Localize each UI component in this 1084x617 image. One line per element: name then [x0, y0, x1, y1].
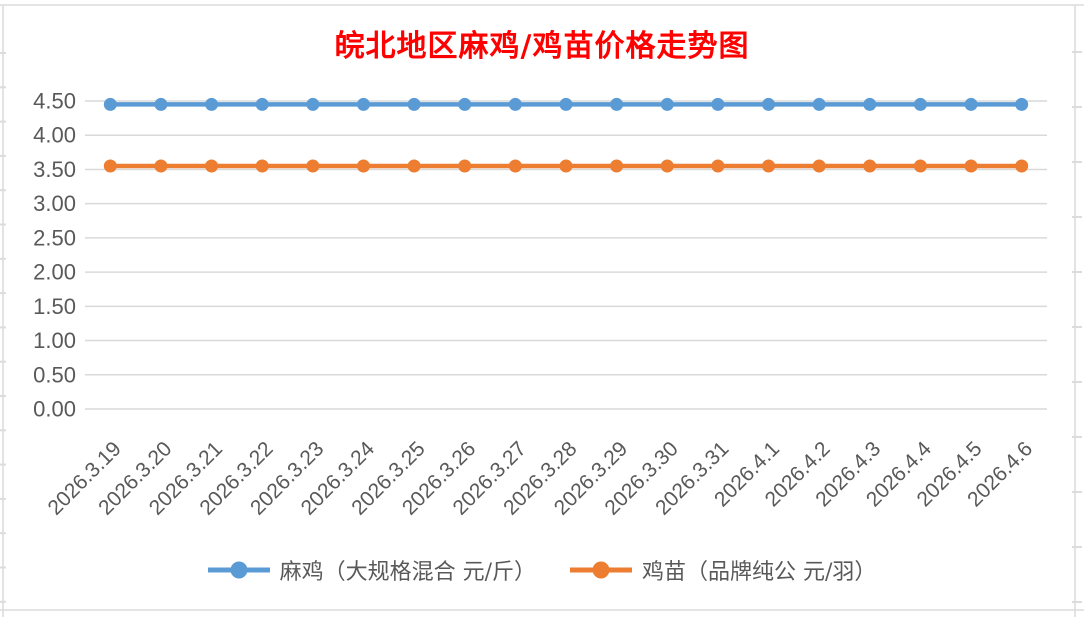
data-point-marker: [154, 97, 168, 111]
y-axis-tick-label: 1.00: [33, 328, 76, 353]
data-point-marker: [103, 97, 117, 111]
legend-item-0: 麻鸡（大规格混合 元/斤）: [207, 554, 536, 586]
y-axis-tick-label: 2.00: [33, 260, 76, 285]
y-axis-tick-label: 2.50: [33, 225, 76, 250]
data-point-marker: [863, 159, 877, 173]
data-point-marker: [205, 97, 219, 111]
data-point-marker: [407, 97, 421, 111]
data-point-marker: [255, 97, 269, 111]
legend-item-1: 鸡苗（品牌纯公 元/羽）: [570, 554, 876, 586]
legend-label: 鸡苗（品牌纯公 元/羽）: [642, 560, 877, 585]
worksheet-gridlines: [0, 4, 1084, 617]
data-point-marker: [559, 97, 573, 111]
data-point-marker: [205, 159, 219, 173]
data-point-marker: [255, 159, 269, 173]
data-point-marker: [154, 159, 168, 173]
y-axis-tick-label: 3.50: [33, 157, 76, 182]
series-0: [103, 97, 1029, 111]
data-point-marker: [660, 159, 674, 173]
data-point-marker: [964, 159, 978, 173]
data-point-marker: [711, 159, 725, 173]
data-point-marker: [1015, 159, 1029, 173]
data-point-marker: [711, 97, 725, 111]
data-point-marker: [103, 159, 117, 173]
y-axis-tick-label: 0.00: [33, 397, 76, 422]
data-point-marker: [306, 159, 320, 173]
data-point-marker: [812, 97, 826, 111]
data-point-marker: [762, 159, 776, 173]
data-point-marker: [762, 97, 776, 111]
legend-line-marker-icon: [570, 561, 632, 579]
data-point-marker: [913, 97, 927, 111]
data-point-marker: [407, 159, 421, 173]
data-point-marker: [306, 97, 320, 111]
data-point-marker: [660, 97, 674, 111]
data-point-marker: [964, 97, 978, 111]
series-1: [103, 159, 1029, 173]
y-axis-tick-label: 0.50: [33, 362, 76, 387]
data-point-marker: [610, 97, 624, 111]
data-point-marker: [863, 97, 877, 111]
data-point-marker: [356, 97, 370, 111]
data-point-marker: [913, 159, 927, 173]
data-point-marker: [458, 159, 472, 173]
y-axis-tick-label: 4.00: [33, 123, 76, 148]
x-axis: 2026.3.192026.3.202026.3.212026.3.222026…: [44, 437, 1038, 520]
y-axis-tick-label: 3.00: [33, 191, 76, 216]
data-point-marker: [812, 159, 826, 173]
data-point-marker: [508, 159, 522, 173]
data-point-marker: [508, 97, 522, 111]
gridline-group: [85, 100, 1047, 410]
legend-label: 麻鸡（大规格混合 元/斤）: [279, 560, 536, 585]
chart-title: 皖北地区麻鸡/鸡苗价格走势图: [334, 29, 750, 64]
data-point-marker: [356, 159, 370, 173]
data-point-marker: [610, 159, 624, 173]
legend-line-marker-icon: [207, 561, 270, 579]
data-point-marker: [458, 97, 472, 111]
y-axis: 0.00 0.50 1.00 1.50 2.00 2.50 3.00 3.50 4.00 4.50: [33, 89, 76, 422]
data-point-marker: [559, 159, 573, 173]
y-axis-tick-label: 1.50: [33, 294, 76, 319]
chart-legend: 麻鸡（大规格混合 元/斤） 鸡苗（品牌纯公 元/羽）: [0, 551, 1084, 589]
data-point-marker: [1015, 97, 1029, 111]
y-axis-tick-label: 4.50: [33, 89, 76, 114]
